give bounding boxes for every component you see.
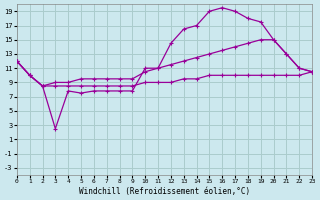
- X-axis label: Windchill (Refroidissement éolien,°C): Windchill (Refroidissement éolien,°C): [79, 187, 250, 196]
